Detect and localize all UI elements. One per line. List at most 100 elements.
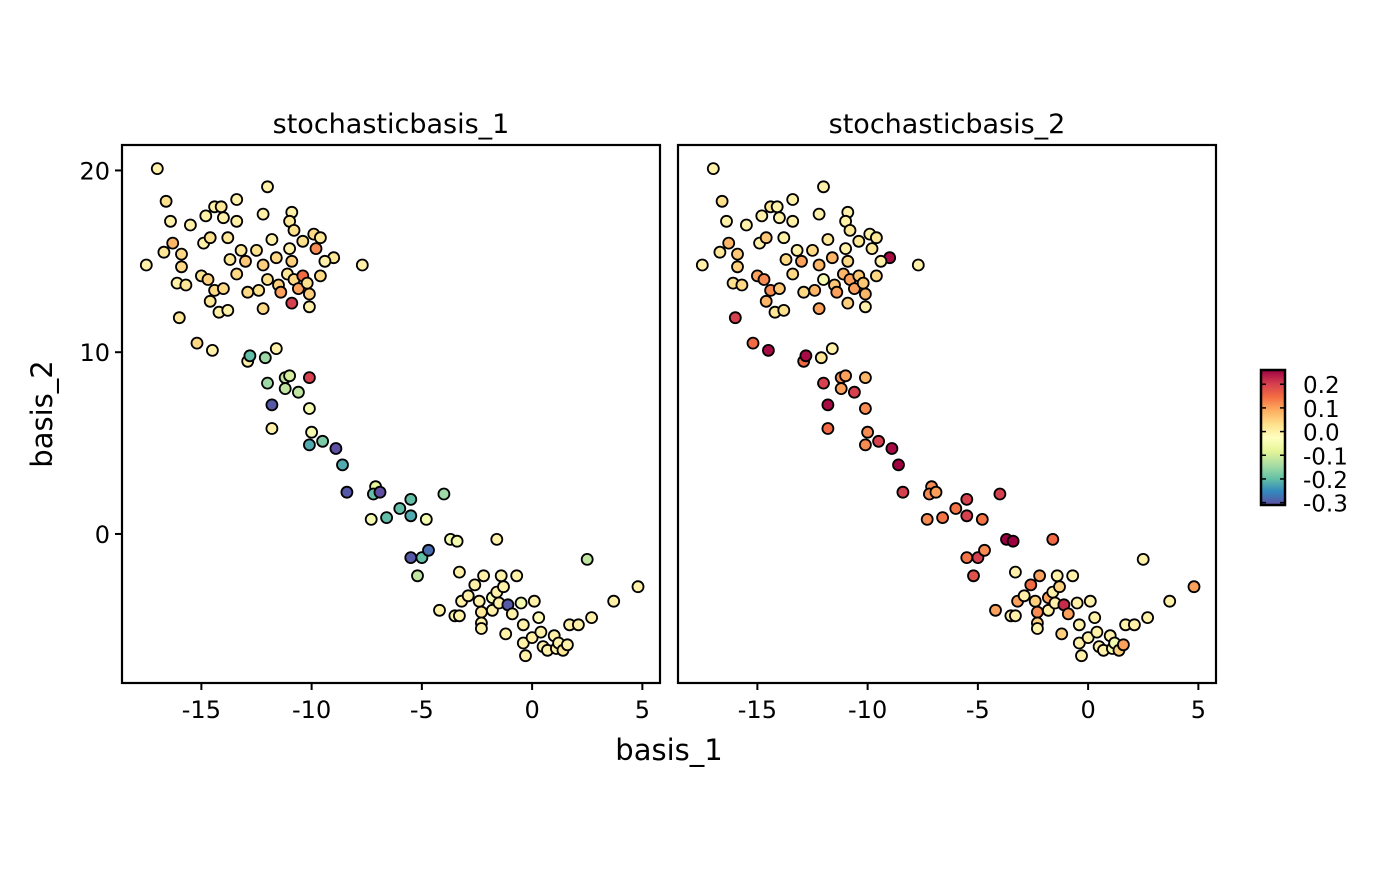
data-point — [305, 425, 319, 439]
data-point — [808, 283, 822, 297]
x-tick-label: -15 — [182, 696, 221, 724]
data-point — [230, 193, 244, 206]
data-point — [373, 485, 387, 499]
data-point — [865, 242, 879, 256]
data-point — [179, 278, 193, 292]
data-point — [773, 282, 786, 296]
data-point — [799, 349, 813, 363]
data-point — [364, 513, 378, 526]
data-point — [777, 231, 791, 245]
data-point — [825, 342, 839, 356]
data-point — [274, 285, 288, 299]
data-point — [216, 282, 230, 296]
colorbar-gradient — [1259, 368, 1287, 507]
data-point — [411, 569, 424, 583]
data-point — [313, 269, 327, 283]
data-point — [450, 534, 464, 548]
data-point — [472, 594, 486, 608]
data-point — [316, 434, 330, 448]
data-point — [302, 287, 316, 301]
data-point — [740, 218, 753, 232]
data-point — [159, 194, 173, 208]
data-point — [834, 382, 848, 396]
data-point — [172, 311, 186, 325]
data-point — [1090, 625, 1104, 639]
data-point — [861, 425, 874, 439]
colorbar-tick-label: 0.2 — [1303, 373, 1340, 399]
data-point — [302, 371, 316, 385]
data-point — [256, 258, 270, 272]
data-point — [1031, 605, 1044, 619]
data-point — [534, 625, 548, 639]
data-point — [278, 382, 292, 396]
data-point — [505, 607, 519, 621]
data-point — [841, 296, 855, 310]
data-point — [404, 551, 418, 564]
data-point — [1061, 607, 1075, 621]
data-point — [205, 343, 219, 357]
data-point — [1050, 569, 1064, 583]
data-point — [190, 336, 204, 350]
data-point — [722, 236, 736, 250]
y-tick-label: 20 — [79, 157, 110, 185]
data-point — [355, 258, 369, 272]
data-point — [1070, 596, 1084, 610]
data-point — [1017, 589, 1031, 603]
data-point — [1117, 638, 1130, 652]
data-point — [452, 609, 466, 623]
data-point — [261, 273, 274, 286]
data-point — [291, 385, 305, 399]
data-point — [214, 200, 228, 214]
data-point — [1033, 569, 1046, 583]
data-point — [786, 193, 800, 206]
data-point — [474, 605, 488, 619]
data-point — [203, 294, 217, 308]
data-point — [960, 492, 974, 506]
data-point — [166, 236, 180, 250]
data-point — [285, 296, 299, 310]
data-point — [525, 631, 539, 644]
data-point — [817, 180, 830, 194]
data-point — [848, 385, 861, 399]
data-point — [859, 438, 872, 452]
x-tick-label: -10 — [292, 696, 331, 724]
colorbar-legend: 0.20.10.0-0.1-0.2-0.3 — [1259, 368, 1348, 518]
y-tick-label: 0 — [95, 521, 110, 549]
data-point — [757, 273, 771, 286]
data-point — [1081, 631, 1095, 644]
data-point — [911, 258, 925, 272]
panel-border — [676, 143, 1218, 685]
data-point — [993, 487, 1007, 501]
data-point — [269, 342, 283, 356]
data-point — [825, 251, 839, 265]
data-point — [812, 207, 826, 221]
data-point — [239, 254, 252, 268]
data-point — [404, 492, 418, 506]
points — [695, 162, 1201, 663]
data-point — [841, 254, 855, 268]
data-point — [797, 285, 811, 299]
data-point — [285, 254, 299, 268]
data-point — [283, 369, 297, 383]
data-point — [786, 267, 800, 281]
data-point — [759, 231, 773, 245]
colorbar-tick-label: -0.3 — [1303, 492, 1348, 518]
data-point — [967, 569, 980, 583]
data-point — [340, 485, 354, 499]
data-point — [1136, 553, 1150, 566]
panel-1: stochasticbasis_1 -15 -10 -5 0 5 0 10 20 — [79, 109, 662, 724]
data-point — [261, 376, 274, 390]
data-point — [859, 402, 872, 415]
data-point — [183, 218, 197, 232]
data-point — [313, 231, 327, 245]
data-point — [243, 349, 257, 363]
data-point — [203, 231, 217, 245]
data-point — [728, 311, 742, 325]
data-point — [870, 231, 883, 245]
x-tick-label: 5 — [635, 696, 650, 724]
data-point — [230, 267, 244, 281]
data-point — [1053, 580, 1066, 594]
data-point — [920, 513, 934, 526]
x-tick-label: -5 — [966, 696, 990, 724]
data-point — [404, 509, 418, 523]
